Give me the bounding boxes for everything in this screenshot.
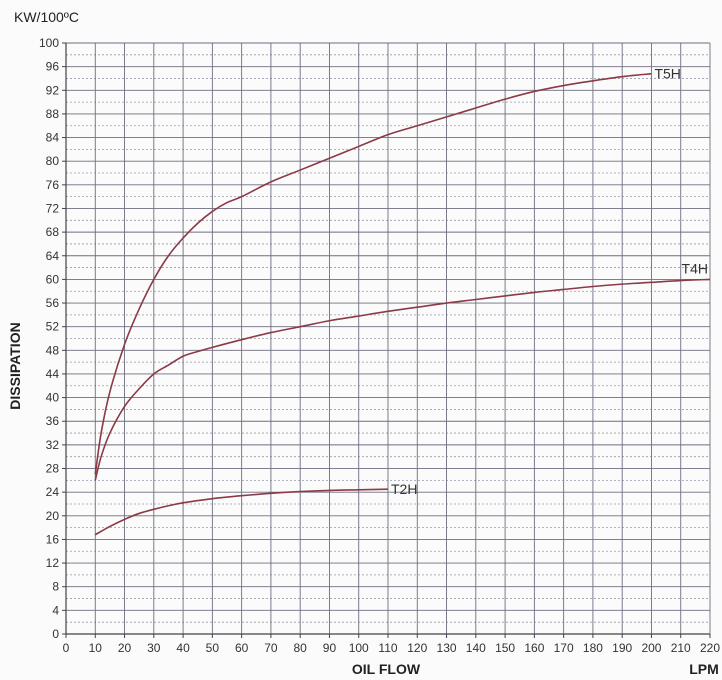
x-tick-label: 180 [583, 641, 603, 655]
y-tick-label: 92 [46, 83, 60, 97]
x-tick-label: 110 [378, 641, 397, 655]
x-tick-label: 140 [466, 641, 486, 655]
x-tick-label: 120 [407, 641, 427, 655]
x-tick-label: 20 [118, 641, 132, 655]
x-tick-label: 10 [89, 641, 103, 655]
x-tick-label: 70 [264, 641, 278, 655]
y-tick-label: 16 [46, 532, 60, 546]
y-tick-label: 28 [46, 462, 60, 476]
y-tick-label: 32 [46, 438, 60, 452]
series-label-t2h: T2H [391, 481, 417, 497]
y-tick-label: 72 [46, 201, 60, 215]
series-layer: T5H T4H T2H [94, 66, 711, 536]
y-tick-label: 100 [39, 36, 59, 50]
x-tick-label: 190 [612, 641, 632, 655]
y-tick-label: 76 [46, 178, 60, 192]
y-tick-label: 44 [46, 367, 60, 381]
series-label-t5h: T5H [654, 66, 680, 82]
x-tick-label: 60 [235, 641, 249, 655]
x-tick-label: 100 [349, 641, 369, 655]
series-label-t4h: T4H [682, 260, 708, 276]
y-tick-label: 68 [46, 225, 60, 239]
x-tick-label: 160 [524, 641, 544, 655]
series-line-t5h [94, 72, 652, 475]
y-tick-label: 36 [46, 414, 60, 428]
x-tick-label: 0 [63, 641, 70, 655]
y-tick-label: 12 [46, 556, 60, 570]
x-tick-label: 90 [323, 641, 337, 655]
x-tick-label: 30 [147, 641, 161, 655]
y-tick-label: 8 [52, 580, 59, 594]
y-tick-label: 0 [52, 627, 59, 641]
series-line-t2h [94, 488, 389, 536]
x-axis-title: OIL FLOW [352, 661, 421, 677]
x-unit-label: LPM [689, 661, 719, 677]
y-tick-label: 64 [46, 249, 60, 263]
y-tick-label: 96 [46, 60, 60, 74]
y-tick-label: 88 [46, 107, 60, 121]
x-tick-label: 220 [700, 641, 720, 655]
y-tick-label: 24 [46, 485, 60, 499]
y-tick-label: 60 [46, 272, 60, 286]
tick-labels: 0481216202428323640444852566064687276808… [39, 36, 720, 655]
y-unit-label: KW/100ºC [14, 9, 79, 25]
x-tick-label: 210 [671, 641, 691, 655]
y-tick-label: 56 [46, 296, 60, 310]
x-tick-label: 80 [294, 641, 308, 655]
y-tick-label: 48 [46, 343, 60, 357]
y-tick-label: 84 [46, 131, 60, 145]
x-tick-label: 130 [437, 641, 457, 655]
y-tick-label: 80 [46, 154, 60, 168]
x-tick-label: 150 [495, 641, 515, 655]
x-tick-label: 170 [554, 641, 574, 655]
y-tick-label: 20 [46, 509, 60, 523]
axes [62, 42, 711, 638]
x-tick-label: 50 [206, 641, 220, 655]
x-tick-label: 40 [176, 641, 190, 655]
y-tick-label: 52 [46, 320, 60, 334]
y-tick-label: 40 [46, 391, 60, 405]
x-tick-label: 200 [641, 641, 661, 655]
series-line-t4h [94, 278, 711, 481]
y-tick-label: 4 [52, 603, 59, 617]
grid [66, 42, 711, 634]
y-axis-title: DISSIPATION [7, 322, 23, 409]
